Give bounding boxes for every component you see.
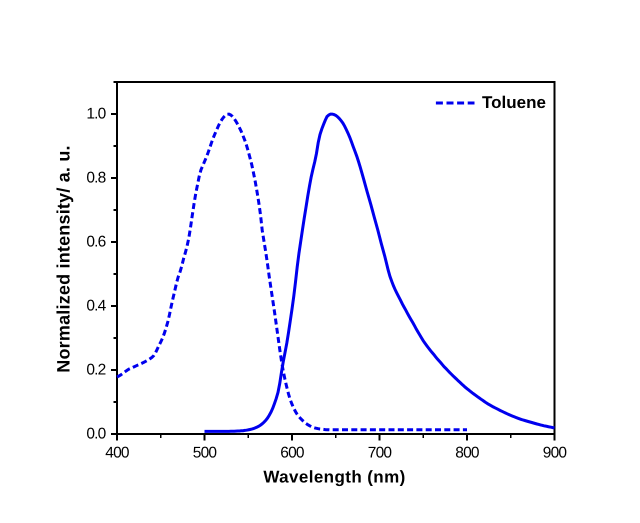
svg-text:0.4: 0.4 — [86, 298, 106, 315]
svg-text:900: 900 — [543, 444, 568, 461]
svg-text:500: 500 — [193, 444, 218, 461]
svg-text:Normalized intensity/ a. u.: Normalized intensity/ a. u. — [54, 145, 74, 372]
svg-text:400: 400 — [105, 444, 130, 461]
svg-text:0.8: 0.8 — [86, 170, 105, 187]
svg-text:700: 700 — [368, 444, 393, 461]
svg-text:0.6: 0.6 — [86, 234, 105, 251]
svg-text:1.0: 1.0 — [86, 106, 106, 123]
svg-text:600: 600 — [280, 444, 305, 461]
svg-text:Wavelength (nm): Wavelength (nm) — [263, 467, 405, 486]
svg-text:0.2: 0.2 — [86, 362, 105, 379]
svg-text:800: 800 — [455, 444, 480, 461]
svg-text:Toluene: Toluene — [482, 93, 546, 112]
svg-text:0.0: 0.0 — [86, 426, 106, 443]
